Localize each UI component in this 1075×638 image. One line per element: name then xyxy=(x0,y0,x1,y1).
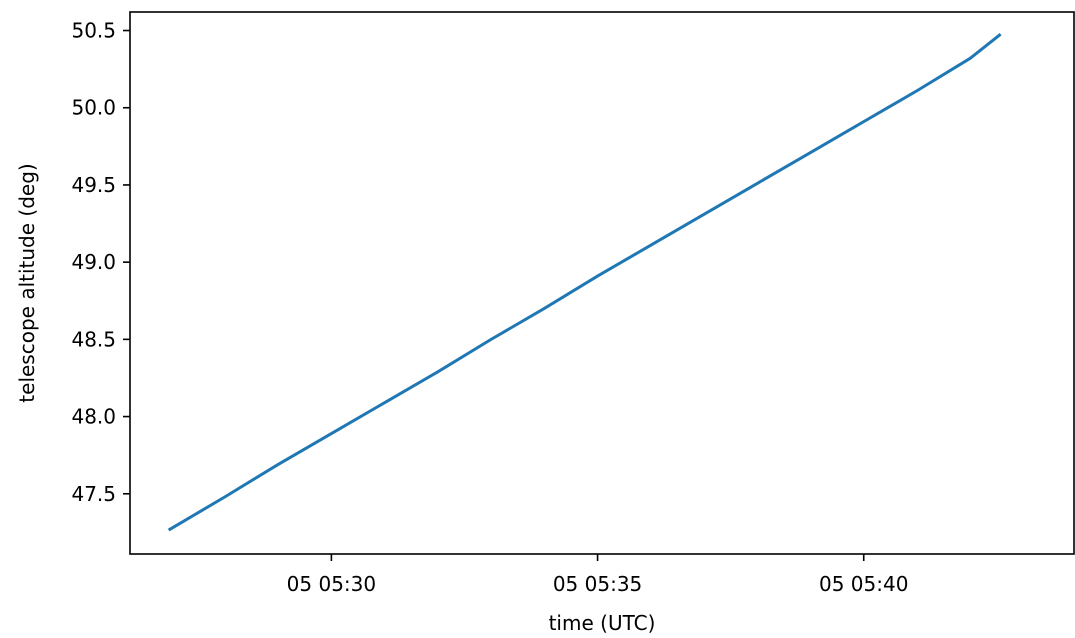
x-tick-label: 05 05:30 xyxy=(287,572,376,596)
series-line-0 xyxy=(167,33,1002,532)
axes-frame xyxy=(129,11,1075,555)
y-axis-label: telescope altitude (deg) xyxy=(15,163,39,402)
y-tick-label: 48.0 xyxy=(71,405,116,429)
y-tick-label: 48.5 xyxy=(71,327,116,351)
y-tick-label: 49.5 xyxy=(71,173,116,197)
y-tick-label: 50.0 xyxy=(71,96,116,120)
x-axis-label: time (UTC) xyxy=(549,611,656,635)
x-tick-label: 05 05:40 xyxy=(819,572,908,596)
y-tick-label: 49.0 xyxy=(71,250,116,274)
y-tick-label: 47.5 xyxy=(71,482,116,506)
y-axis-ticks: 47.5 48.0 48.5 49.0 49.5 50.0 50.5 xyxy=(71,19,130,506)
x-axis-ticks: 05 05:30 05 05:35 05 05:40 xyxy=(287,554,908,596)
y-tick-label: 50.5 xyxy=(71,19,116,43)
plot-area xyxy=(167,33,1002,532)
x-tick-label: 05 05:35 xyxy=(553,572,642,596)
